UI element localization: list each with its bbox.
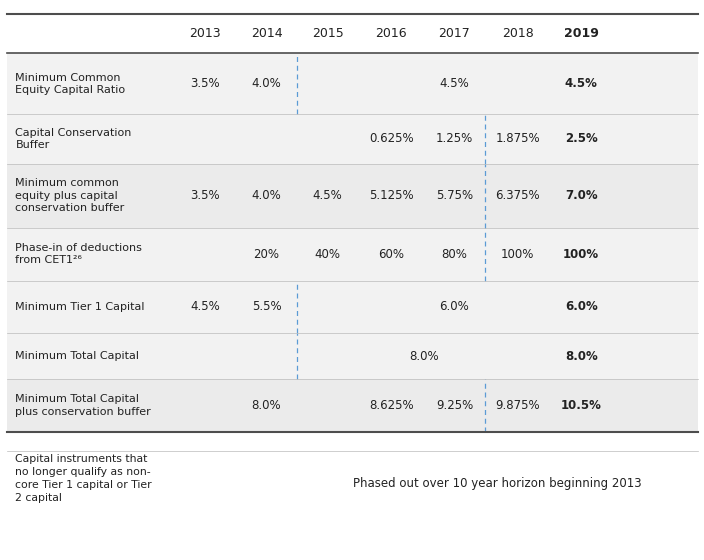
Text: Minimum Common
Equity Capital Ratio: Minimum Common Equity Capital Ratio <box>15 72 125 95</box>
Text: 4.5%: 4.5% <box>565 77 598 90</box>
Text: 3.5%: 3.5% <box>190 77 220 90</box>
Text: 60%: 60% <box>378 248 404 261</box>
Text: 6.0%: 6.0% <box>439 300 470 314</box>
Bar <box>7 114 698 164</box>
Text: 8.0%: 8.0% <box>409 349 439 363</box>
Text: 20%: 20% <box>253 248 279 261</box>
Text: 4.5%: 4.5% <box>190 300 220 314</box>
Text: 0.625%: 0.625% <box>369 132 413 146</box>
Text: Minimum Total Capital: Minimum Total Capital <box>15 351 139 361</box>
Text: 8.0%: 8.0% <box>565 349 598 363</box>
Bar <box>7 281 698 333</box>
Text: 4.0%: 4.0% <box>251 189 282 202</box>
Text: Capital Conservation
Buffer: Capital Conservation Buffer <box>15 128 132 150</box>
Text: 5.125%: 5.125% <box>369 189 413 202</box>
Text: 3.5%: 3.5% <box>190 189 220 202</box>
Text: 2.5%: 2.5% <box>565 132 598 146</box>
Text: 5.75%: 5.75% <box>436 189 473 202</box>
Text: 2017: 2017 <box>439 27 470 40</box>
Text: 2018: 2018 <box>502 27 534 40</box>
Text: 100%: 100% <box>563 248 599 261</box>
Text: 4.5%: 4.5% <box>439 77 470 90</box>
Text: 4.5%: 4.5% <box>313 189 343 202</box>
Text: 4.0%: 4.0% <box>251 77 282 90</box>
Text: 8.625%: 8.625% <box>369 399 413 412</box>
Text: 2019: 2019 <box>564 27 598 40</box>
Text: 9.875%: 9.875% <box>496 399 540 412</box>
Bar <box>7 228 698 281</box>
Text: 8.0%: 8.0% <box>251 399 282 412</box>
Text: Minimum common
equity plus capital
conservation buffer: Minimum common equity plus capital conse… <box>15 178 125 213</box>
Text: 1.875%: 1.875% <box>496 132 540 146</box>
Bar <box>7 53 698 114</box>
Text: Phase-in of deductions
from CET1²⁶: Phase-in of deductions from CET1²⁶ <box>15 243 142 265</box>
Bar <box>7 164 698 228</box>
Text: Capital instruments that
no longer qualify as non-
core Tier 1 capital or Tier
2: Capital instruments that no longer quali… <box>15 454 152 502</box>
Bar <box>7 379 698 432</box>
Text: 10.5%: 10.5% <box>560 399 602 412</box>
Text: Minimum Total Capital
plus conservation buffer: Minimum Total Capital plus conservation … <box>15 394 151 417</box>
Text: 5.5%: 5.5% <box>251 300 282 314</box>
Text: 40%: 40% <box>315 248 341 261</box>
Text: 6.0%: 6.0% <box>565 300 598 314</box>
Text: 2014: 2014 <box>251 27 282 40</box>
Bar <box>7 333 698 379</box>
Text: 80%: 80% <box>441 248 467 261</box>
Text: 2015: 2015 <box>312 27 344 40</box>
Text: 1.25%: 1.25% <box>436 132 473 146</box>
Text: 6.375%: 6.375% <box>496 189 540 202</box>
Text: 2013: 2013 <box>189 27 221 40</box>
Text: 2016: 2016 <box>375 27 407 40</box>
Text: 9.25%: 9.25% <box>436 399 473 412</box>
Text: 7.0%: 7.0% <box>565 189 598 202</box>
Text: Minimum Tier 1 Capital: Minimum Tier 1 Capital <box>15 302 145 312</box>
Text: 100%: 100% <box>501 248 534 261</box>
Text: Phased out over 10 year horizon beginning 2013: Phased out over 10 year horizon beginnin… <box>353 477 642 490</box>
